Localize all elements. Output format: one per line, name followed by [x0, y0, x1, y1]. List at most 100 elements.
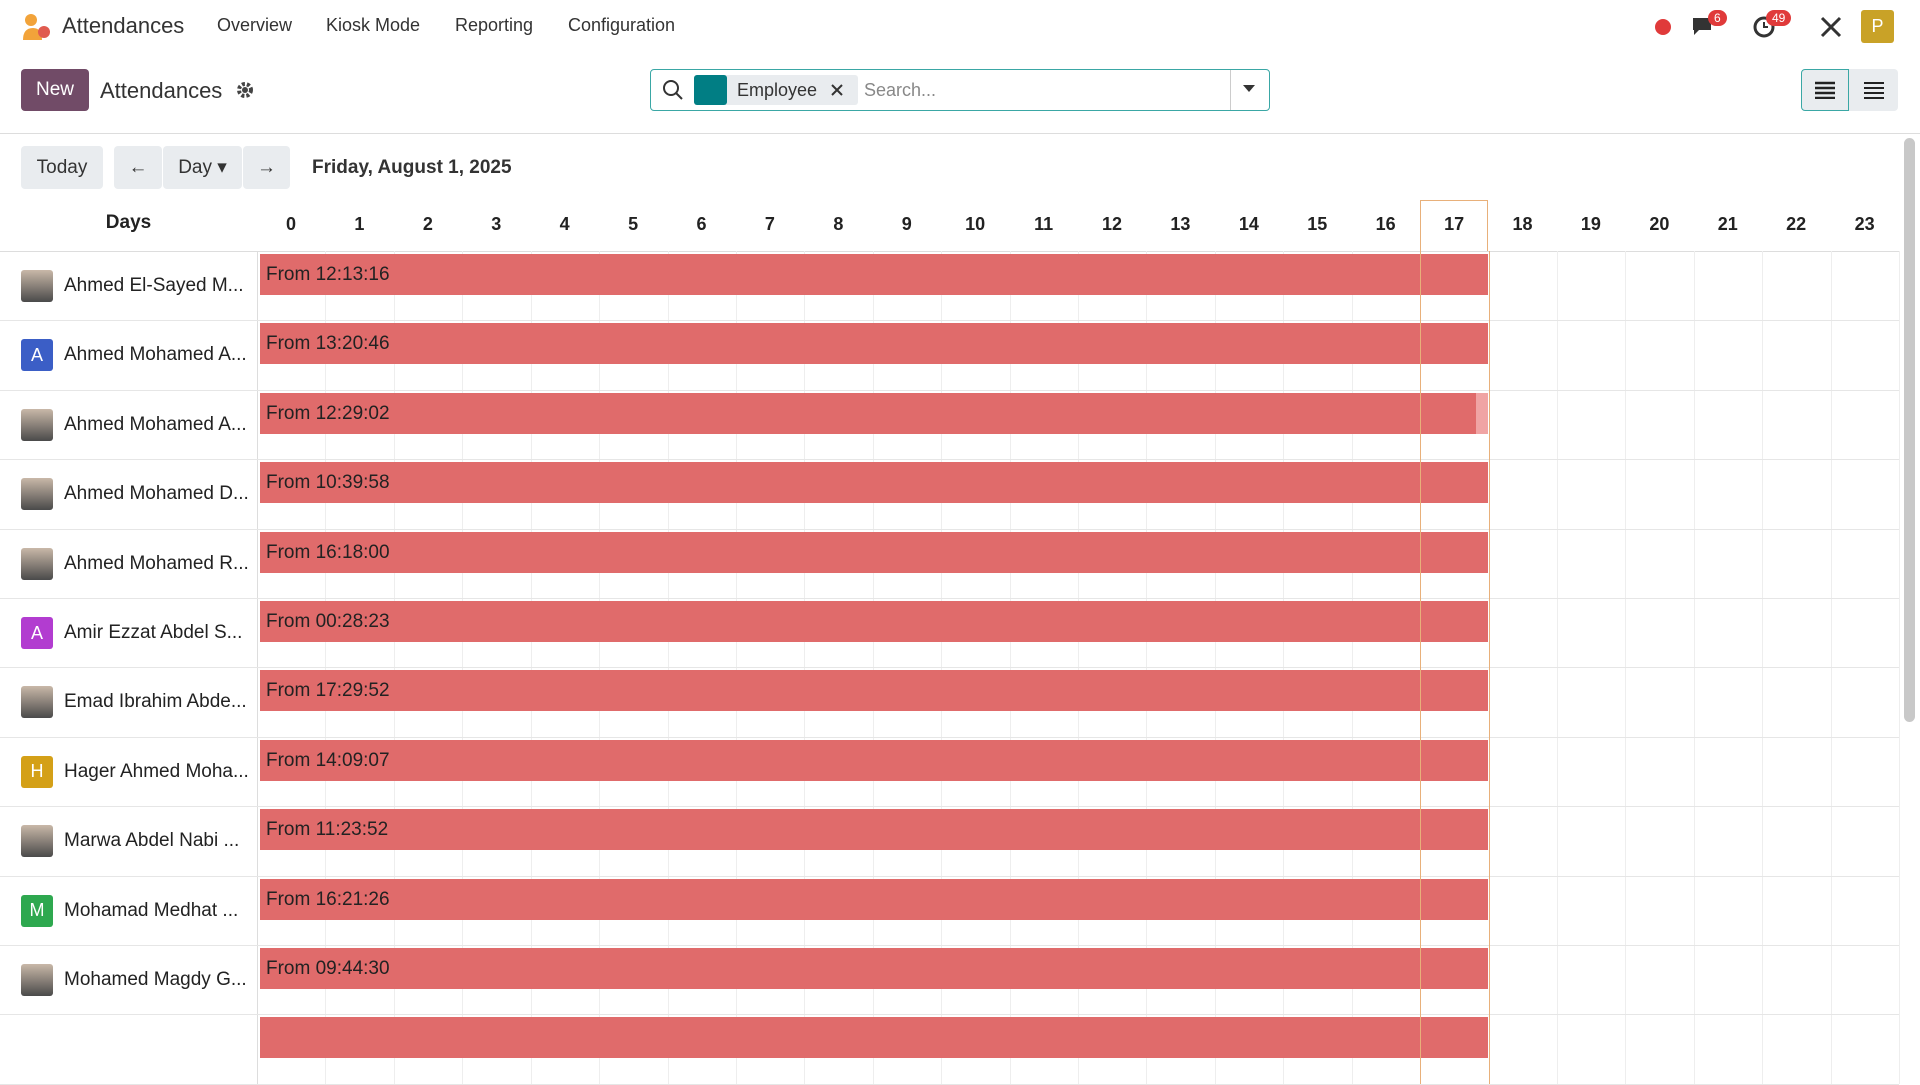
row-line [0, 875, 1899, 877]
hour-label: 8 [833, 214, 844, 234]
bar-label[interactable]: From 13:20:46 [266, 333, 390, 355]
hour-label: 4 [559, 214, 570, 234]
hour-line [1899, 251, 1900, 1084]
hour-label: 10 [965, 214, 986, 234]
avatar-photo [21, 478, 53, 511]
avatar: A [21, 339, 53, 372]
bar [260, 462, 1488, 504]
bar-tail [1476, 392, 1488, 434]
menu-item[interactable]: Configuration [568, 15, 676, 35]
bar [260, 739, 1488, 781]
hour-label: 11 [1034, 214, 1054, 234]
tools-icon[interactable] [1818, 14, 1844, 40]
scrollbar[interactable] [1904, 138, 1915, 722]
bar-label[interactable]: From 16:21:26 [266, 888, 390, 910]
search-dropdown[interactable] [1242, 84, 1256, 94]
view-title: Attendances [100, 78, 223, 103]
avatar-photo [21, 270, 53, 302]
status-dot[interactable] [1655, 19, 1671, 35]
employee-name: Ahmed Mohamed A... [64, 344, 247, 366]
bar-label[interactable]: From 12:13:16 [266, 264, 390, 285]
hour-label: 15 [1307, 214, 1328, 234]
new-button[interactable]: New [21, 69, 89, 111]
menu-item[interactable]: Reporting [455, 15, 534, 35]
rows-header: Days [105, 212, 152, 233]
facet-value: Employee [737, 80, 818, 100]
current-date: Friday, August 1, 2025 [312, 157, 512, 178]
avatar-photo [21, 686, 53, 719]
bar-label[interactable]: From 09:44:30 [266, 958, 390, 979]
row-line [0, 736, 1899, 738]
scale-button[interactable]: Day ▾ [163, 146, 242, 189]
gantt-icon [1815, 81, 1835, 99]
search-placeholder: Search... [864, 80, 937, 100]
facet-remove[interactable] [830, 83, 844, 97]
bar-label[interactable]: From 00:28:23 [266, 611, 390, 632]
bar [260, 254, 1488, 295]
user-avatar[interactable]: P [1861, 10, 1894, 43]
row-line [0, 945, 1899, 946]
avatar: M [21, 894, 53, 927]
bar-label[interactable]: From 10:39:58 [266, 472, 390, 494]
bar [260, 948, 1488, 989]
hour-label: 0 [285, 214, 296, 234]
employee-name: Ahmed Mohamed A... [64, 413, 247, 435]
employee-name: Mohamed Magdy G... [64, 969, 247, 990]
hour-label: 2 [422, 214, 433, 234]
separator [0, 133, 1920, 134]
activity-badge: 49 [1766, 10, 1792, 26]
hour-label: 3 [491, 214, 502, 234]
hour-label: 22 [1786, 214, 1807, 234]
hour-label: 7 [764, 214, 775, 234]
hour-label: 19 [1580, 214, 1601, 234]
hour-label: 5 [628, 214, 639, 234]
menu-item[interactable]: Overview [217, 15, 293, 35]
gantt-view-button[interactable] [1801, 69, 1849, 111]
bar [260, 670, 1488, 712]
bar-label[interactable]: From 14:09:07 [266, 749, 390, 771]
employee-name: Ahmed El-Sayed M... [64, 275, 244, 296]
next-button[interactable]: → [243, 146, 290, 189]
bar-label[interactable]: From 17:29:52 [266, 680, 390, 702]
current-line [1420, 251, 1422, 1084]
list-icon [1864, 82, 1884, 99]
row-line [0, 1014, 1899, 1016]
employee-name: Emad Ibrahim Abde... [64, 691, 247, 713]
bar [260, 531, 1488, 573]
divider [1230, 70, 1231, 110]
row-line [0, 667, 1899, 669]
row-line [0, 806, 1899, 808]
bar-label[interactable]: From 11:23:52 [266, 819, 389, 841]
gear-icon[interactable] [236, 81, 254, 99]
row-line [0, 389, 1899, 391]
app-name[interactable]: Attendances [62, 13, 185, 38]
hour-label: 6 [696, 214, 707, 234]
avatar: A [21, 617, 53, 649]
avatar-photo [21, 408, 53, 441]
activity-icon[interactable] [1752, 14, 1778, 40]
hour-label: 14 [1238, 214, 1259, 234]
bar-label[interactable]: From 16:18:00 [266, 541, 390, 563]
hour-label: 18 [1512, 214, 1533, 234]
list-view-button[interactable] [1849, 69, 1898, 111]
row-line [0, 528, 1899, 530]
prev-button[interactable]: ← [114, 146, 162, 189]
today-button[interactable]: Today [21, 146, 103, 189]
chat-badge: 6 [1708, 10, 1727, 26]
employee-name: Amir Ezzat Abdel S... [64, 622, 243, 643]
bar [260, 809, 1488, 851]
facet-icon [694, 75, 727, 105]
chat-icon[interactable] [1690, 14, 1718, 40]
bar [260, 878, 1488, 920]
bar-label[interactable]: From 12:29:02 [266, 402, 390, 424]
header-line [0, 251, 1899, 252]
avatar-photo [21, 964, 53, 996]
hour-label: 21 [1717, 214, 1738, 234]
bar [260, 392, 1488, 434]
search-box[interactable] [650, 69, 1270, 111]
employee-name: Ahmed Mohamed R... [64, 552, 249, 574]
menu-item[interactable]: Kiosk Mode [326, 15, 421, 35]
hour-label: 17 [1444, 214, 1465, 234]
page: Attendances Overview Kiosk Mode Reportin… [0, 10, 1920, 1085]
avatar: H [21, 755, 53, 788]
